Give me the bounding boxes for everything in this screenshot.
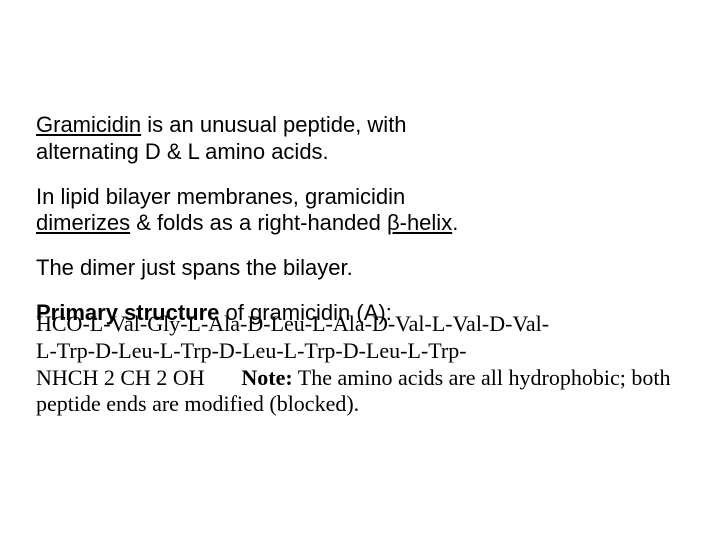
term-gramicidin: Gramicidin [36, 112, 141, 137]
text: & folds as a right-handed [130, 210, 387, 235]
sequence-line-2: L-Trp-D-Leu-L-Trp-D-Leu-L-Trp-D-Leu-L-Tr… [36, 338, 467, 363]
slide-body: Gramicidin is an unusual peptide, with a… [0, 0, 720, 540]
paragraph-intro: Gramicidin is an unusual peptide, with a… [36, 112, 466, 166]
sequence-line-1: HCO-L-Val-Gly-L-Ala-D-Leu-L-Ala-D-Val-L-… [36, 311, 549, 336]
sequence-line-3: NHCH 2 CH 2 OH [36, 365, 205, 390]
term-beta-helix: β-helix [387, 210, 452, 235]
text: In lipid bilayer membranes, gramicidin [36, 184, 405, 209]
sequence-block: HCO-L-Val-Gly-L-Ala-D-Leu-L-Ala-D-Val-L-… [36, 311, 684, 418]
text: . [452, 210, 458, 235]
term-dimerizes: dimerizes [36, 210, 130, 235]
paragraph-dimerize: In lipid bilayer membranes, gramicidin d… [36, 184, 466, 238]
paragraph-span: The dimer just spans the bilayer. [36, 255, 466, 282]
text: The dimer just spans the bilayer. [36, 255, 353, 280]
note-label: Note: [241, 365, 292, 390]
